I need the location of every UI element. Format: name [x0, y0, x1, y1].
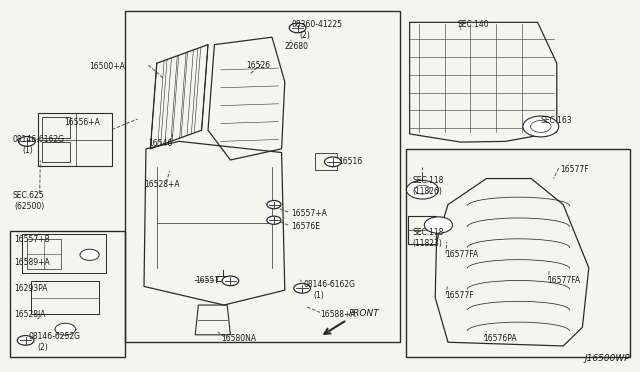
Text: (1): (1) — [314, 291, 324, 300]
Text: 16580NA: 16580NA — [221, 334, 256, 343]
Circle shape — [289, 23, 306, 33]
Text: SEC.118: SEC.118 — [413, 228, 444, 237]
Text: 22680: 22680 — [285, 42, 309, 51]
Text: 08146-6252G: 08146-6252G — [29, 332, 81, 341]
Bar — [408, 216, 436, 244]
Circle shape — [55, 323, 76, 335]
Text: 16528+A: 16528+A — [144, 180, 180, 189]
Circle shape — [80, 249, 99, 260]
Text: (62500): (62500) — [14, 202, 44, 211]
Text: SEC.140: SEC.140 — [458, 20, 489, 29]
Text: 08146-6162G: 08146-6162G — [304, 280, 356, 289]
Text: 16293PA: 16293PA — [14, 284, 47, 293]
Circle shape — [267, 201, 281, 209]
Bar — [42, 142, 70, 162]
Text: (11823): (11823) — [413, 239, 443, 248]
Text: 16557+B: 16557+B — [14, 235, 50, 244]
Circle shape — [406, 180, 438, 199]
Text: (2): (2) — [37, 343, 48, 352]
Text: 08146-6162G: 08146-6162G — [13, 135, 65, 144]
Text: FRONT: FRONT — [349, 309, 380, 318]
Text: 16577F: 16577F — [445, 291, 474, 300]
Bar — [216, 276, 230, 281]
Circle shape — [17, 336, 34, 345]
Circle shape — [222, 276, 239, 286]
Text: SEC.625: SEC.625 — [13, 191, 44, 200]
Text: 16589+A: 16589+A — [14, 258, 50, 267]
Text: 16577F: 16577F — [560, 165, 589, 174]
Text: 16557+A: 16557+A — [291, 209, 327, 218]
Text: 08360-41225: 08360-41225 — [291, 20, 342, 29]
Text: (11826): (11826) — [413, 187, 443, 196]
Bar — [38, 113, 112, 166]
Text: (2): (2) — [300, 31, 310, 40]
Bar — [315, 153, 337, 170]
Bar — [125, 11, 400, 342]
Text: (1): (1) — [22, 146, 33, 155]
Text: 16576PA: 16576PA — [483, 334, 517, 343]
Text: 16526: 16526 — [246, 61, 271, 70]
Text: 16546: 16546 — [148, 139, 173, 148]
Bar — [22, 234, 106, 273]
Text: 16576E: 16576E — [291, 222, 320, 231]
Bar — [406, 149, 630, 357]
Circle shape — [19, 137, 35, 146]
Text: 16577FA: 16577FA — [445, 250, 478, 259]
Text: 16516: 16516 — [338, 157, 362, 166]
Text: 16556+A: 16556+A — [64, 118, 100, 127]
Bar — [27, 239, 61, 269]
Text: 16500+A: 16500+A — [89, 62, 125, 71]
Bar — [10, 231, 125, 357]
Text: 16557: 16557 — [195, 276, 220, 285]
Text: 16528JA: 16528JA — [14, 310, 45, 319]
Text: J16500WP: J16500WP — [585, 354, 630, 363]
Circle shape — [294, 283, 310, 293]
Circle shape — [267, 216, 281, 224]
Text: SEC.163: SEC.163 — [541, 116, 572, 125]
Circle shape — [424, 217, 452, 233]
Text: 16577FA: 16577FA — [547, 276, 580, 285]
Circle shape — [523, 116, 559, 137]
Text: SEC.118: SEC.118 — [413, 176, 444, 185]
Circle shape — [324, 157, 341, 167]
Bar — [31, 281, 99, 314]
Bar — [42, 117, 70, 138]
Text: 16588+A: 16588+A — [320, 310, 356, 319]
